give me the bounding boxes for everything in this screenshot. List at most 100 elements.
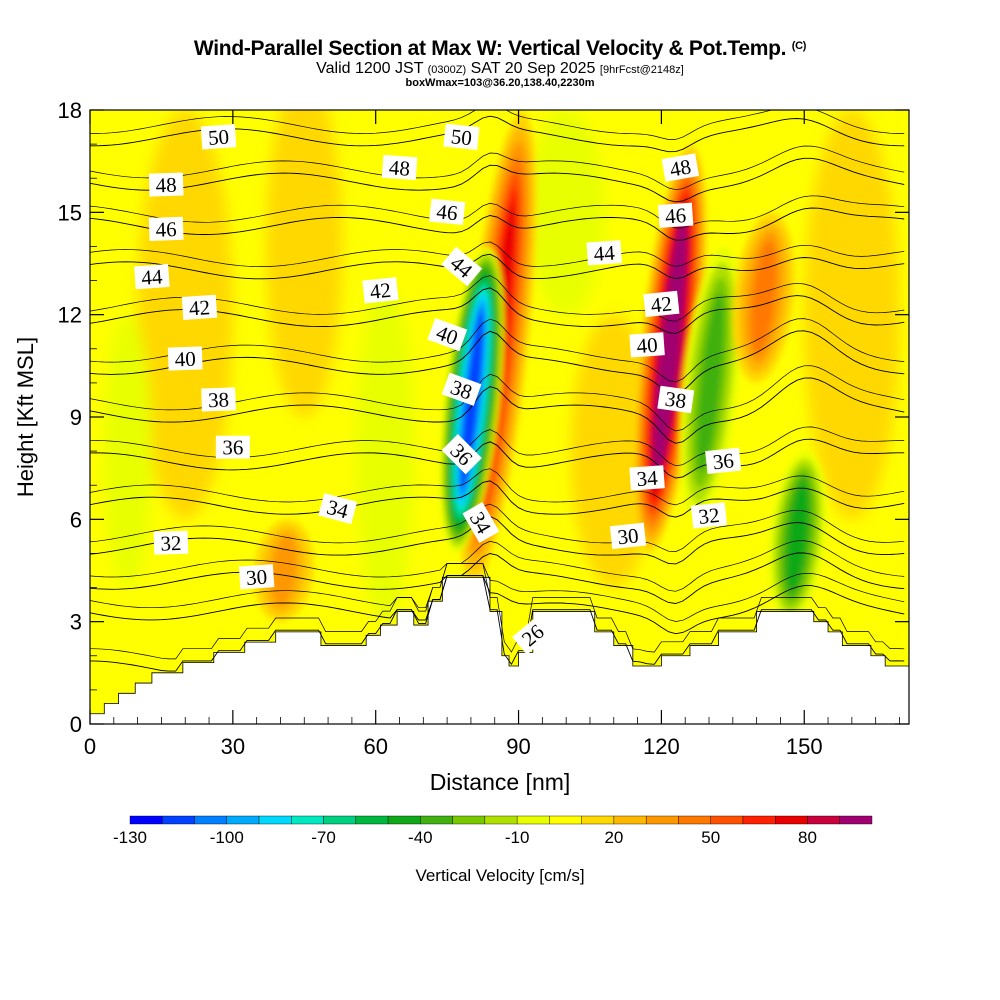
x-tick-label: 0 xyxy=(84,734,96,759)
x-tick-label: 30 xyxy=(221,734,245,759)
contour-label-box xyxy=(661,153,700,182)
contour-label-text: 48 xyxy=(668,154,693,181)
colorbar-swatch xyxy=(420,815,453,825)
contour-label-text: 34 xyxy=(636,466,659,491)
theta-contour-42 xyxy=(90,287,905,334)
y-tick-label: 12 xyxy=(58,303,82,328)
y-tick-label: 6 xyxy=(70,507,82,532)
colorbar-swatch xyxy=(291,815,324,825)
contour-label-box xyxy=(586,240,622,266)
contour-label-46: 46 xyxy=(148,216,184,242)
x-tick-label: 60 xyxy=(363,734,387,759)
chart-subtitle: Valid 1200 JST (0300Z) SAT 20 Sep 2025 [… xyxy=(316,60,684,77)
field-blob xyxy=(528,110,605,315)
contour-label-text: 38 xyxy=(208,388,230,413)
x-axis-label: Distance [nm] xyxy=(430,769,571,795)
theta-contour-minor xyxy=(90,110,905,140)
contour-label-box xyxy=(629,465,665,491)
contour-label-text: 48 xyxy=(388,155,411,180)
colorbar-swatch xyxy=(645,815,679,825)
contour-label-text: 42 xyxy=(650,291,673,317)
contour-label-50: 50 xyxy=(443,123,480,151)
theta-contour-36 xyxy=(90,438,905,479)
contour-label-46: 46 xyxy=(429,198,466,225)
y-tick-label: 3 xyxy=(70,610,82,635)
theta-contour-minor xyxy=(90,503,905,552)
theta-contour-44 xyxy=(90,253,905,280)
contour-label-36: 36 xyxy=(705,447,742,474)
contour-label-box xyxy=(381,154,418,181)
contour-label-text: 50 xyxy=(207,125,230,150)
field-blob xyxy=(266,110,343,417)
contour-label-box xyxy=(609,522,647,550)
x-tick-label: 120 xyxy=(643,734,680,759)
contour-label-48: 48 xyxy=(148,172,184,197)
contour-label-box xyxy=(200,124,237,150)
contour-label-box xyxy=(441,434,482,475)
chart-title: Wind-Parallel Section at Max W: Vertical… xyxy=(193,37,807,60)
contour-label-text: 30 xyxy=(245,565,268,590)
contour-label-box xyxy=(181,294,218,321)
contour-label-38: 38 xyxy=(201,387,236,412)
theta-contour-32 xyxy=(90,515,905,565)
contour-label-text: 42 xyxy=(369,278,392,304)
field-blob xyxy=(804,110,900,520)
contour-label-text: 46 xyxy=(664,203,687,228)
colorbar-swatch xyxy=(194,815,227,825)
theta-contour-28 xyxy=(90,575,905,635)
downdraft-core xyxy=(787,482,808,591)
theta-contour-minor xyxy=(90,275,905,322)
contour-label-box xyxy=(441,372,482,406)
field-blob xyxy=(356,280,414,622)
contour-label-box xyxy=(629,332,665,358)
colorbar-swatch xyxy=(613,815,647,825)
theta-contour-minor xyxy=(90,318,905,383)
colorbar-swatch xyxy=(678,815,711,825)
contour-label-box xyxy=(643,290,680,318)
theta-contour-minor xyxy=(90,195,905,229)
y-tick-label: 18 xyxy=(58,98,82,123)
theta-contour-46 xyxy=(90,207,905,241)
contour-label-box xyxy=(148,216,184,241)
y-tick-label: 0 xyxy=(70,712,82,737)
theta-contour-minor xyxy=(90,241,905,267)
contour-label-36: 36 xyxy=(215,435,250,460)
theta-contour-34 xyxy=(90,480,905,518)
contour-label-text: 36 xyxy=(222,436,243,460)
contour-label-32: 32 xyxy=(153,530,189,556)
colorbar-swatch xyxy=(710,815,744,825)
theta-contour-26 xyxy=(90,575,905,672)
contour-label-44: 44 xyxy=(586,240,622,266)
colorbar-swatch xyxy=(516,815,550,825)
contour-label-32: 32 xyxy=(690,502,728,529)
theta-contour-minor xyxy=(90,145,905,191)
theta-contour-38 xyxy=(90,377,905,444)
y-tick-label: 9 xyxy=(70,405,82,430)
colorbar-swatch xyxy=(387,815,421,825)
colorbar-swatch xyxy=(226,815,260,825)
contour-label-box xyxy=(690,502,728,529)
contour-label-box xyxy=(148,172,184,197)
colorbar-swatch xyxy=(258,815,292,825)
theta-contour-minor xyxy=(90,563,905,622)
contour-label-42: 42 xyxy=(181,294,218,321)
terrain-profile xyxy=(89,576,910,725)
contour-label-44: 44 xyxy=(134,263,170,290)
contour-label-text: 50 xyxy=(450,124,473,150)
contour-label-text: 46 xyxy=(435,199,458,225)
colorbar-swatch xyxy=(775,815,808,825)
box-info: boxWmax=103@36.20,138.40,2230m xyxy=(405,77,595,89)
contour-label-box xyxy=(443,123,480,151)
contour-label-50: 50 xyxy=(200,124,237,150)
contour-label-text: 42 xyxy=(188,295,211,320)
contour-label-40: 40 xyxy=(167,346,203,371)
colorbar-tick-label: 50 xyxy=(701,828,720,847)
colorbar-label: Vertical Velocity [cm/s] xyxy=(415,866,584,885)
contour-label-48: 48 xyxy=(661,153,700,182)
contour-label-box xyxy=(318,493,358,525)
colorbar-swatch xyxy=(162,815,195,825)
colorbar-swatch xyxy=(484,815,518,825)
